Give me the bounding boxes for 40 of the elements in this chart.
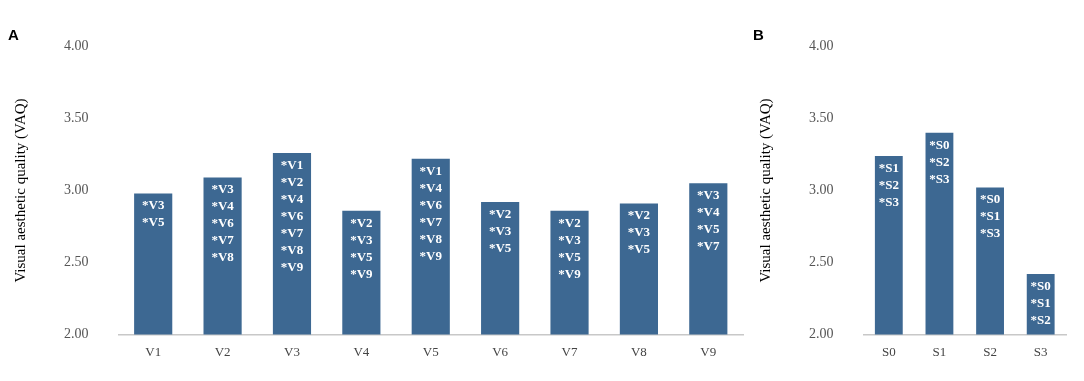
y-tick-label: 2.50 <box>64 254 89 270</box>
y-tick-label: 4.00 <box>64 38 89 54</box>
x-tick-label: V5 <box>422 343 439 359</box>
y-tick-label: 3.50 <box>809 110 834 126</box>
y-tick-label: 3.00 <box>64 182 89 198</box>
x-tick-label: V9 <box>700 343 717 359</box>
y-tick-label: 3.00 <box>809 182 834 198</box>
y-tick-label: 2.50 <box>809 254 834 270</box>
x-tick-label: S0 <box>881 343 896 359</box>
annotation: *V3 *V4 *V6 *V7 *V8 <box>211 181 235 265</box>
chart-title: B <box>753 25 764 43</box>
x-tick-label: V1 <box>145 343 162 359</box>
x-tick-label: S2 <box>983 343 997 359</box>
y-tick-label: 2.00 <box>809 326 834 342</box>
x-tick-label: V4 <box>353 343 370 359</box>
annotation: *V3 *V4 *V5 *V7 <box>697 187 720 254</box>
x-tick-label: V2 <box>214 343 231 359</box>
x-tick-label: V7 <box>561 343 578 359</box>
x-tick-label: S1 <box>932 343 947 359</box>
x-tick-label: V8 <box>630 343 647 359</box>
y-axis-title: Visual aesthetic quality (VAQ) <box>756 98 774 283</box>
annotation: *V1 *V2 *V4 *V6 *V7 *V8 *V9 <box>280 156 304 274</box>
annotation: *V2 *V3 *V5 <box>488 205 512 255</box>
x-tick-label: V6 <box>492 343 509 359</box>
x-tick-label: V3 <box>284 343 300 359</box>
annotation: *S1 *S2 *S3 <box>878 159 900 209</box>
annotation: *S0 *S1 *S3 <box>979 191 1001 241</box>
x-tick-label: S3 <box>1033 343 1048 359</box>
annotation: *V1 *V4 *V6 *V7 *V8 *V9 <box>419 162 443 263</box>
annotation: *S0 *S2 *S3 <box>929 136 951 186</box>
annotation: *V2 *V3 *V5 <box>627 207 651 257</box>
annotation: *V2 *V3 *V5 *V9 <box>558 214 582 281</box>
chart-title: A <box>8 25 19 43</box>
annotation: *S0 *S1 *S2 <box>1030 277 1051 327</box>
y-axis-title: Visual aesthetic quality (VAQ) <box>11 98 29 283</box>
annotation: *V3 *V5 <box>142 197 165 230</box>
annotation: *V2 *V3 *V5 *V9 <box>350 214 374 281</box>
y-tick-label: 3.50 <box>64 110 89 126</box>
y-tick-label: 2.00 <box>64 326 89 342</box>
y-tick-label: 4.00 <box>809 38 834 54</box>
